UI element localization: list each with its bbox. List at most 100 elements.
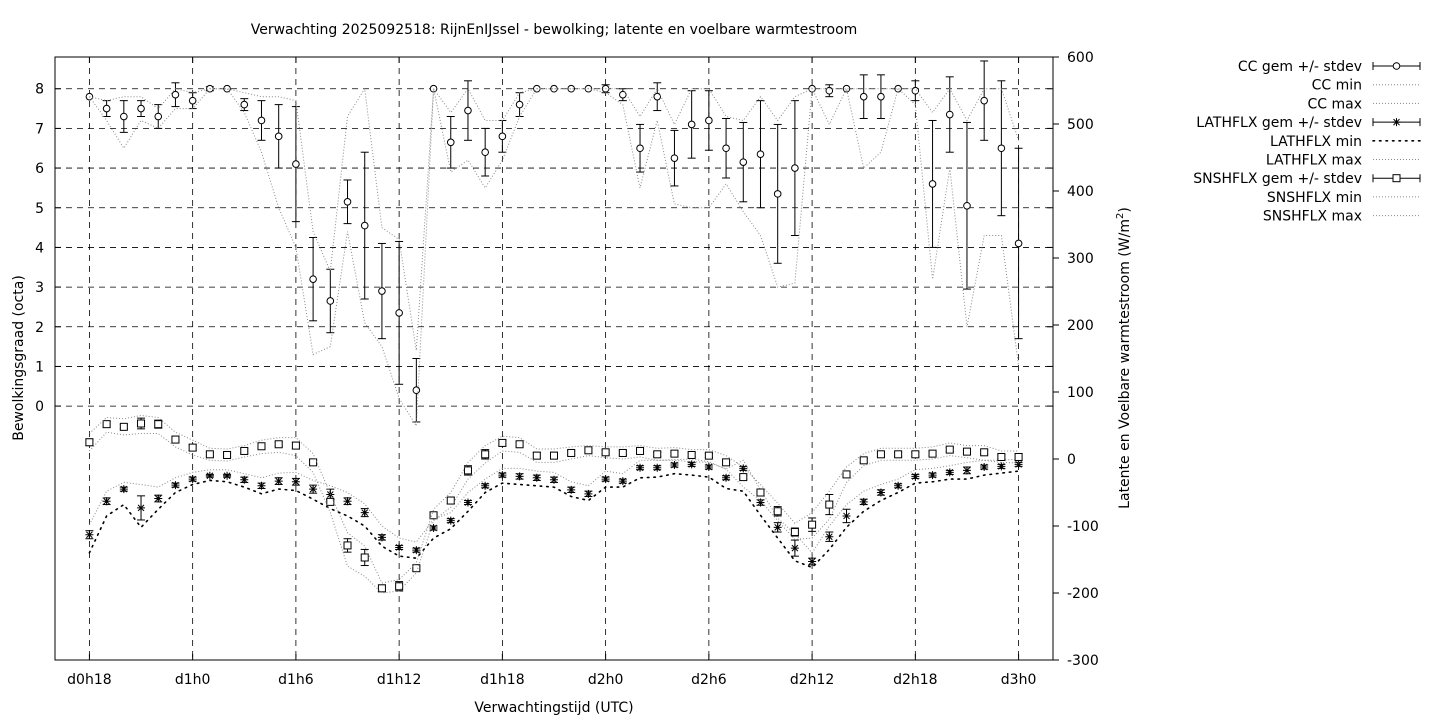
data-point: [171, 435, 180, 444]
legend-label: SNSHFLX gem +/- stdev: [1193, 171, 1362, 187]
data-point: [928, 471, 937, 480]
data-point: [842, 470, 851, 479]
data-point: [137, 503, 146, 512]
y2-tick-label: 500: [1067, 117, 1094, 133]
y2-axis-label: Latente en Voelbare warmtestroom (W/m2): [1115, 207, 1133, 509]
data-point: [223, 84, 231, 93]
data-point: [360, 553, 369, 562]
data-point: [188, 443, 197, 452]
data-point: [722, 458, 731, 467]
data-point: [790, 528, 799, 537]
data-point: [326, 497, 335, 506]
data-point: [119, 422, 128, 431]
data-point: [601, 475, 610, 484]
data-point: [636, 446, 645, 455]
data-point: [876, 450, 885, 459]
y2-tick-label: -100: [1067, 519, 1099, 535]
axis-ticks: 0 1 2 3 4 5 6 7 8 600 500 400 300 200 100 0 -100 -200 -300…: [35, 50, 1099, 688]
data-point: [687, 450, 696, 459]
data-point: [532, 451, 541, 460]
series-lathflx-min: [88, 470, 1020, 569]
data-point: [997, 462, 1006, 471]
data-point: [997, 144, 1006, 153]
data-point: [825, 500, 834, 509]
data-point: [911, 86, 920, 95]
y-tick-label: 3: [35, 280, 44, 296]
data-point: [154, 112, 163, 121]
series-cc-max: [89, 87, 1020, 351]
data-point: [653, 463, 662, 472]
data-point: [464, 106, 472, 115]
data-point: [377, 533, 386, 542]
data-point: [309, 458, 318, 467]
data-point: [515, 100, 524, 109]
data-point: [326, 297, 335, 305]
x-tick-label: d0h18: [67, 672, 111, 688]
y2-tick-label: 100: [1067, 385, 1094, 401]
data-point: [567, 485, 576, 494]
data-point: [85, 530, 94, 539]
data-point: [274, 132, 283, 141]
data-point: [756, 150, 765, 158]
data-point: [463, 498, 472, 507]
y2-tick-label: 600: [1067, 50, 1094, 66]
data-point: [257, 116, 266, 125]
y-tick-label: 2: [35, 320, 44, 336]
data-point: [825, 532, 834, 541]
data-point: [877, 92, 885, 101]
series-line: [88, 470, 1020, 569]
data-point: [137, 419, 146, 428]
x-tick-label: d1h12: [377, 672, 421, 688]
data-point: [498, 438, 507, 447]
data-point: [773, 523, 782, 532]
data-point: [102, 420, 111, 429]
data-point: [205, 450, 214, 459]
data-point: [756, 488, 765, 497]
data-point: [309, 485, 318, 494]
data-point: [687, 120, 696, 129]
data-point: [945, 110, 954, 119]
y-tick-label: 1: [35, 359, 44, 375]
series-line: [89, 87, 1020, 351]
data-point: [171, 90, 180, 99]
data-point: [722, 144, 730, 153]
data-point: [618, 448, 627, 457]
data-point: [378, 287, 386, 295]
data-point: [1014, 460, 1023, 469]
data-point: [808, 520, 817, 529]
data-point: [274, 440, 283, 449]
data-point: [481, 481, 490, 490]
data-point: [412, 564, 421, 573]
data-point: [171, 481, 180, 490]
data-point: [945, 468, 954, 477]
data-point: [636, 463, 645, 472]
data-point: [705, 116, 713, 125]
data-point: [360, 508, 369, 517]
data-point: [980, 96, 988, 105]
data-point: [188, 96, 197, 105]
data-point: [412, 546, 421, 555]
data-point: [739, 473, 748, 482]
data-point: [859, 92, 868, 101]
data-point: [928, 449, 937, 458]
x-tick-label: d2h12: [790, 672, 834, 688]
data-point: [137, 104, 145, 113]
data-point: [722, 473, 731, 482]
data-point: [704, 463, 713, 472]
data-point: [963, 201, 971, 210]
data-point: [876, 488, 885, 497]
data-point: [463, 466, 472, 475]
data-point: [102, 497, 111, 506]
data-point: [859, 456, 868, 465]
data-point: [550, 84, 558, 93]
legend-marker: [1392, 174, 1401, 183]
data-point: [291, 441, 300, 450]
data-point: [446, 516, 455, 525]
x-tick-label: d2h0: [588, 672, 624, 688]
data-point: [292, 160, 300, 168]
data-point: [550, 475, 558, 484]
data-point: [739, 464, 748, 473]
plot-border: [54, 56, 1054, 661]
x-tick-label: d2h18: [893, 672, 937, 688]
